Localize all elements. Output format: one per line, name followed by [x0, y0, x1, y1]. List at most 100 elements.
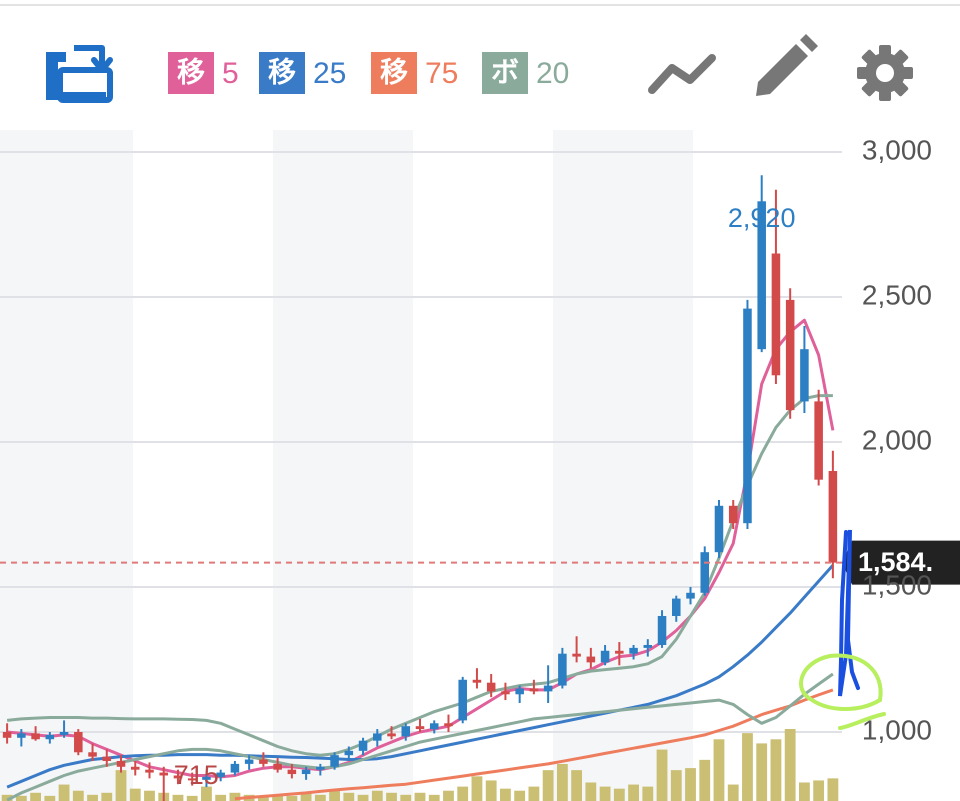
candle-body	[373, 733, 382, 741]
legend-label: 75	[425, 57, 458, 90]
candle-body	[572, 653, 581, 657]
band	[553, 130, 693, 801]
volume-bar	[172, 794, 184, 801]
volume-bar	[500, 788, 511, 801]
volume-bar	[129, 788, 141, 801]
candle-body	[74, 731, 83, 753]
legend-chip	[259, 52, 305, 94]
volume-bar	[556, 763, 568, 801]
candle-body	[714, 505, 724, 553]
volume-bar	[314, 794, 326, 801]
volume-bar	[1, 794, 13, 801]
settings-button[interactable]	[857, 45, 913, 101]
switch-button[interactable]	[46, 45, 113, 103]
candle-body	[358, 740, 368, 751]
candle-body	[458, 679, 467, 721]
candle-body	[344, 750, 354, 756]
draw-button[interactable]	[756, 34, 818, 96]
average-line	[6, 564, 835, 789]
volume-bar	[30, 792, 42, 801]
volume-bar	[784, 729, 796, 801]
volume-bar	[300, 792, 312, 801]
high-label: 2,920	[728, 203, 796, 233]
volume-bar	[656, 749, 668, 801]
candle-body	[415, 726, 425, 730]
candle-body	[145, 769, 154, 773]
plot-area: 2,920 715	[0, 130, 842, 801]
candle-body	[130, 766, 140, 770]
volume-bar	[813, 780, 825, 801]
volume-bar	[599, 786, 611, 801]
volume-bar	[628, 784, 639, 801]
candle-body	[515, 688, 524, 695]
volume-bar	[699, 759, 711, 801]
volume-bar	[72, 790, 84, 801]
candle-body	[814, 401, 823, 480]
volume-bar	[542, 770, 554, 801]
volume-bar	[428, 794, 440, 801]
candle-body	[17, 733, 26, 738]
candle-body	[387, 733, 396, 737]
candle-body	[700, 552, 710, 593]
candle-body	[600, 650, 610, 663]
candle-body	[173, 775, 183, 779]
volume-bar	[770, 739, 782, 801]
candle-body	[757, 201, 766, 350]
candle-body	[230, 763, 240, 773]
freehand-circle	[799, 653, 886, 730]
candle-body	[486, 682, 496, 692]
legend-label: 25	[313, 57, 346, 90]
average-line	[234, 688, 834, 801]
volume-bar	[742, 733, 753, 801]
volume-bar	[585, 782, 597, 801]
candle-body	[159, 772, 168, 776]
candle-body	[45, 734, 55, 740]
y-tick-label: 1,000	[862, 714, 932, 745]
volume-bar	[272, 794, 284, 801]
volume-bar	[670, 770, 682, 801]
indicator-button[interactable]	[648, 54, 716, 94]
volume-bar	[571, 770, 583, 801]
candle-body	[259, 759, 268, 764]
volume-bar	[257, 795, 269, 801]
candle-body	[287, 769, 297, 775]
y-tick-label: 2,000	[862, 424, 932, 455]
average-line	[6, 394, 833, 757]
volume-bar	[215, 794, 227, 801]
candle-body	[771, 253, 781, 376]
volume-bar	[144, 790, 155, 801]
price-label: 1,584.	[858, 547, 933, 577]
candle-body	[615, 650, 624, 654]
candle-body	[429, 723, 439, 730]
volume-bar	[101, 792, 113, 801]
y-tick-label: 3,000	[862, 134, 932, 165]
volume-bar	[713, 739, 725, 801]
candle-body	[88, 752, 97, 757]
candle-body	[543, 685, 553, 692]
volume-bar	[15, 795, 27, 801]
y-tick-label: 1,500	[862, 569, 932, 600]
candle-body	[643, 644, 653, 648]
candle-body	[301, 769, 311, 775]
candle-body	[401, 726, 411, 737]
candle-body	[728, 505, 738, 524]
candle-body	[273, 763, 282, 770]
candle-body	[828, 470, 838, 563]
candle-body	[31, 733, 40, 740]
volume-bar	[457, 786, 469, 801]
candle-body	[558, 653, 567, 686]
low-label: 715	[174, 760, 219, 790]
volume-bar	[329, 790, 340, 801]
volume-bar	[528, 786, 540, 801]
band	[273, 130, 413, 801]
legend-chip	[168, 52, 214, 94]
volume-bar	[229, 792, 241, 801]
volume-bar	[371, 790, 383, 801]
candle-body	[116, 760, 126, 767]
candle-body	[316, 766, 325, 770]
volume-bar	[485, 780, 497, 801]
candle-body	[102, 756, 112, 761]
candle-body	[444, 723, 453, 727]
candle-body	[800, 349, 809, 402]
volume-bar	[400, 794, 412, 801]
